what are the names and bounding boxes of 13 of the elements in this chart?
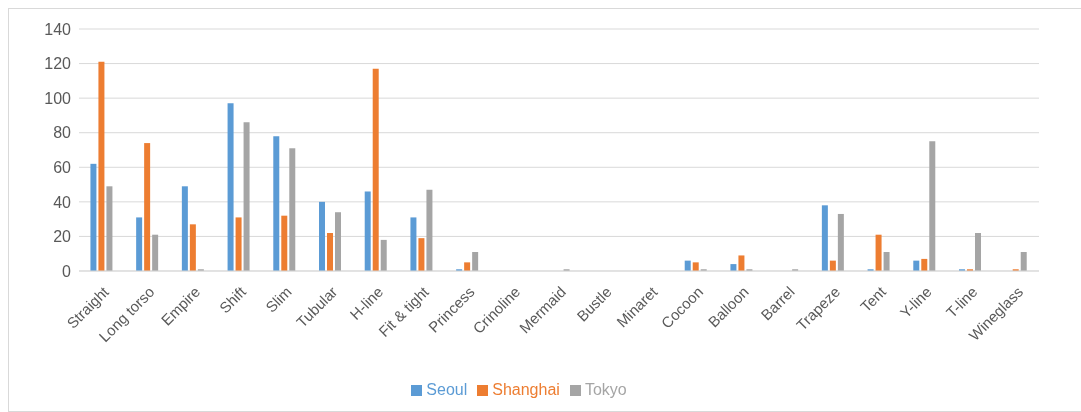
legend-label: Seoul <box>426 381 468 398</box>
legend-label: Shanghai <box>492 381 560 398</box>
y-tick-label: 40 <box>53 193 72 211</box>
x-tick-label: Slim <box>262 283 295 316</box>
y-tick-label: 100 <box>44 89 72 107</box>
y-tick-label: 60 <box>53 158 72 176</box>
y-tick-label: 140 <box>44 20 72 38</box>
legend-label: Tokyo <box>584 381 627 398</box>
x-tick-label: Tent <box>856 282 890 316</box>
y-tick-label: 120 <box>44 55 72 73</box>
y-tick-label: 20 <box>53 228 72 246</box>
y-tick-label: 0 <box>62 262 72 280</box>
y-tick-label: 80 <box>53 124 72 142</box>
